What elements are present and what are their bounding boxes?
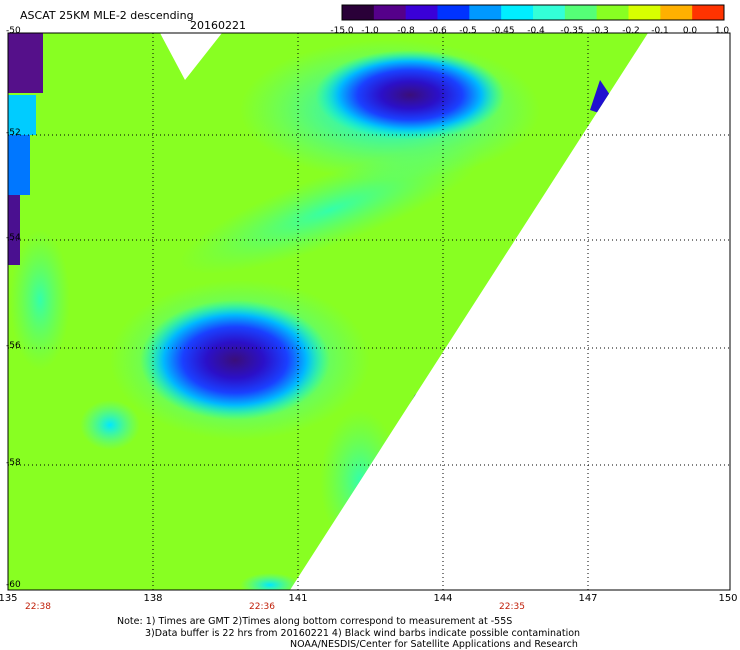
longitude-label: 138	[143, 593, 163, 604]
colorbar-label: -0.2	[622, 26, 640, 36]
latitude-label: -52	[6, 128, 21, 138]
cyan-patch	[10, 230, 70, 370]
edge-band	[8, 195, 20, 265]
colorbar-label: -1.0	[361, 26, 379, 36]
low-pressure-south	[140, 300, 330, 420]
wind-swath	[8, 33, 648, 590]
cyan-patch	[80, 400, 140, 450]
colorbar-segment	[564, 5, 598, 20]
colorbar-segment	[373, 5, 407, 20]
colorbar-segment	[660, 5, 693, 20]
colorbar-segment	[596, 5, 629, 20]
colorbar-frame	[341, 4, 725, 21]
colorbar-label: -0.45	[491, 26, 515, 36]
colorbar-segment	[533, 5, 566, 20]
latitude-label: -56	[6, 341, 21, 351]
colorbar-label: -15.0	[330, 26, 354, 36]
colorbar-segment	[692, 5, 725, 20]
longitude-label: 147	[578, 593, 598, 604]
note-line-3: NOAA/NESDIS/Center for Satellite Applica…	[290, 639, 578, 650]
low-pressure-north	[315, 50, 505, 140]
cyan-patch	[320, 410, 400, 550]
colorbar	[341, 4, 725, 21]
colorbar-segment	[437, 5, 470, 20]
edge-band	[8, 135, 30, 195]
edge-band	[8, 33, 43, 93]
latitude-label: -60	[6, 580, 21, 590]
colorbar-label: 0.0	[682, 26, 698, 36]
colorbar-label: 1.0	[714, 26, 730, 36]
graticule	[8, 33, 730, 590]
latitude-label: -54	[6, 233, 21, 243]
longitude-label: 135	[0, 593, 18, 604]
time-label: 22:38	[25, 602, 51, 612]
note-line-2: 3)Data buffer is 22 hrs from 20160221 4)…	[145, 628, 581, 639]
longitude-label: 141	[288, 593, 308, 604]
longitude-label: 150	[718, 593, 738, 604]
colorbar-label: -0.35	[560, 26, 584, 36]
colorbar-label: -0.3	[591, 26, 609, 36]
colorbar-segment	[501, 5, 534, 20]
plot-frame	[7, 32, 731, 591]
edge-band	[8, 95, 36, 135]
colorbar-label: -0.1	[651, 26, 669, 36]
note-line-1: Note: 1) Times are GMT 2)Times along bot…	[117, 616, 513, 627]
colorbar-segment	[628, 5, 661, 20]
product-title: ASCAT 25KM MLE-2 descending	[20, 9, 194, 22]
colorbar-label: -0.5	[459, 26, 477, 36]
colorbar-segment	[405, 5, 438, 20]
colorbar-segment	[469, 5, 502, 20]
colorbar-label: -0.4	[527, 26, 545, 36]
time-label: 22:36	[249, 602, 275, 612]
product-date: 20160221	[190, 19, 246, 32]
latitude-label: -58	[6, 458, 21, 468]
cyan-patch	[240, 573, 300, 590]
time-label: 22:35	[499, 602, 525, 612]
longitude-label: 144	[433, 593, 453, 604]
latitude-label: -50	[6, 26, 21, 36]
colorbar-segment	[342, 5, 375, 20]
colorbar-label: -0.6	[429, 26, 447, 36]
colorbar-label: -0.8	[397, 26, 415, 36]
